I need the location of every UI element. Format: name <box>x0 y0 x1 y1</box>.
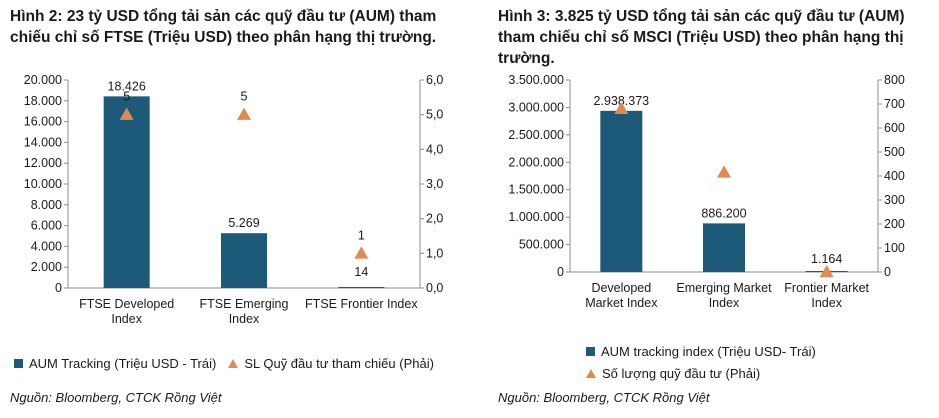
category-label: Developed <box>591 281 651 295</box>
left-tick-label: 12.000 <box>24 156 62 170</box>
legend-triangle-label: Số lượng quỹ đầu tư (Phải) <box>602 366 761 381</box>
legend-triangle: Số lượng quỹ đầu tư (Phải) <box>586 366 760 381</box>
left-tick-label: 18.000 <box>24 94 62 108</box>
left-tick-label: 0 <box>55 281 62 295</box>
chart-title: Hình 3: 3.825 tỷ USD tổng tải sản các qu… <box>498 8 905 67</box>
category-label: FTSE Frontier Index <box>305 297 418 311</box>
left-tick-label: 10.000 <box>24 177 62 191</box>
msci-chart: 0 500.000 1.000.000 1.500.000 2.000.000 2.500… <box>508 73 905 310</box>
bar <box>221 233 267 288</box>
left-tick-label: 500.000 <box>519 238 564 252</box>
left-tick-label: 2.000.000 <box>508 155 564 169</box>
right-tick-label: 500 <box>884 145 905 159</box>
triangle-marker <box>119 107 134 120</box>
bar-value-label: 2.938.373 <box>594 94 650 108</box>
left-tick-label: 1.500.000 <box>508 183 564 197</box>
bar-value-label: 886.200 <box>701 206 746 220</box>
right-tick-label: 6,0 <box>426 73 443 87</box>
triangle-value-label: 5 <box>123 90 130 104</box>
left-tick-label: 0 <box>557 265 564 279</box>
triangle-marker <box>819 265 834 278</box>
category-label: FTSE Developed <box>79 297 174 311</box>
source-note: Nguồn: Bloomberg, CTCK Rồng Việt <box>10 390 222 405</box>
legend-triangle-swatch <box>228 359 239 368</box>
chart-title: Hình 2: 23 tỷ USD tổng tải sản các quỹ đ… <box>10 8 437 46</box>
right-tick-label: 5,0 <box>426 108 443 122</box>
category-label: Index <box>111 312 142 326</box>
right-tick-label: 600 <box>884 121 905 135</box>
category-label: Emerging Market <box>676 281 772 295</box>
bar-value-label: 14 <box>354 265 368 279</box>
bar <box>103 96 150 288</box>
bar <box>703 223 745 272</box>
right-tick-label: 3,0 <box>426 177 443 191</box>
left-tick-label: 3.000.000 <box>508 100 564 114</box>
triangle-value-label: 1 <box>358 228 365 242</box>
legend-bar-swatch <box>14 359 23 368</box>
source-note: Nguồn: Bloomberg, CTCK Rồng Việt <box>498 390 710 405</box>
left-tick-label: 1.000.000 <box>508 210 564 224</box>
legend-bar: AUM tracking index (Triệu USD- Trái) <box>586 344 816 359</box>
legend-triangle-label: SL Quỹ đầu tư tham chiếu (Phải) <box>244 356 434 371</box>
bar-value-label: 5.269 <box>228 216 259 230</box>
right-tick-label: 300 <box>884 193 905 207</box>
right-tick-label: 2,0 <box>426 212 443 226</box>
right-tick-label: 0,0 <box>426 281 443 295</box>
right-tick-label: 700 <box>884 97 905 111</box>
ftse-chart: 0 2.000 4.000 6.000 8.000 10.000 12.000 14.000 1… <box>24 73 444 326</box>
triangle-marker <box>614 101 629 115</box>
left-tick-label: 8.000 <box>31 198 62 212</box>
right-tick-label: 100 <box>884 241 905 255</box>
category-label: FTSE Emerging <box>200 297 289 311</box>
left-tick-label: 2.000 <box>31 260 62 274</box>
left-tick-label: 20.000 <box>24 73 62 87</box>
left-tick-label: 16.000 <box>24 115 62 129</box>
left-tick-label: 2.500.000 <box>508 128 564 142</box>
right-tick-label: 4,0 <box>426 142 443 156</box>
left-tick-label: 6.000 <box>31 219 62 233</box>
msci-chart-panel: Hình 3: 3.825 tỷ USD tổng tải sản các qu… <box>490 0 939 418</box>
bar-value-label: 1.164 <box>811 252 842 266</box>
triangle-marker <box>354 246 369 259</box>
triangle-marker <box>717 165 731 178</box>
bar-value-label: 18.426 <box>108 79 146 93</box>
left-tick-label: 3.500.000 <box>508 73 564 87</box>
left-tick-label: 4.000 <box>31 239 62 253</box>
category-label: Index <box>229 312 260 326</box>
category-label: Market Index <box>585 296 658 310</box>
right-tick-label: 0 <box>884 265 891 279</box>
bar <box>600 110 643 272</box>
ftse-chart-panel: Hình 2: 23 tỷ USD tổng tải sản các quỹ đ… <box>10 8 444 405</box>
legend-triangle-swatch <box>586 369 596 378</box>
right-tick-label: 200 <box>884 217 905 231</box>
category-label: Index <box>811 296 842 310</box>
triangle-value-label: 5 <box>241 90 248 104</box>
legend: AUM Tracking (Triệu USD - Trái) SL Quỹ đ… <box>14 356 434 371</box>
bar <box>338 287 385 288</box>
legend-bar-label: AUM Tracking (Triệu USD - Trái) <box>29 356 217 371</box>
category-label: Index <box>709 296 740 310</box>
right-tick-label: 400 <box>884 169 905 183</box>
right-tick-label: 1,0 <box>426 246 443 260</box>
right-tick-label: 800 <box>884 73 905 87</box>
left-tick-label: 14.000 <box>24 135 62 149</box>
triangle-marker <box>237 107 251 120</box>
category-label: Frontier Market <box>784 281 869 295</box>
legend-bar-swatch <box>586 347 595 356</box>
legend-bar-label: AUM tracking index (Triệu USD- Trái) <box>601 344 816 359</box>
